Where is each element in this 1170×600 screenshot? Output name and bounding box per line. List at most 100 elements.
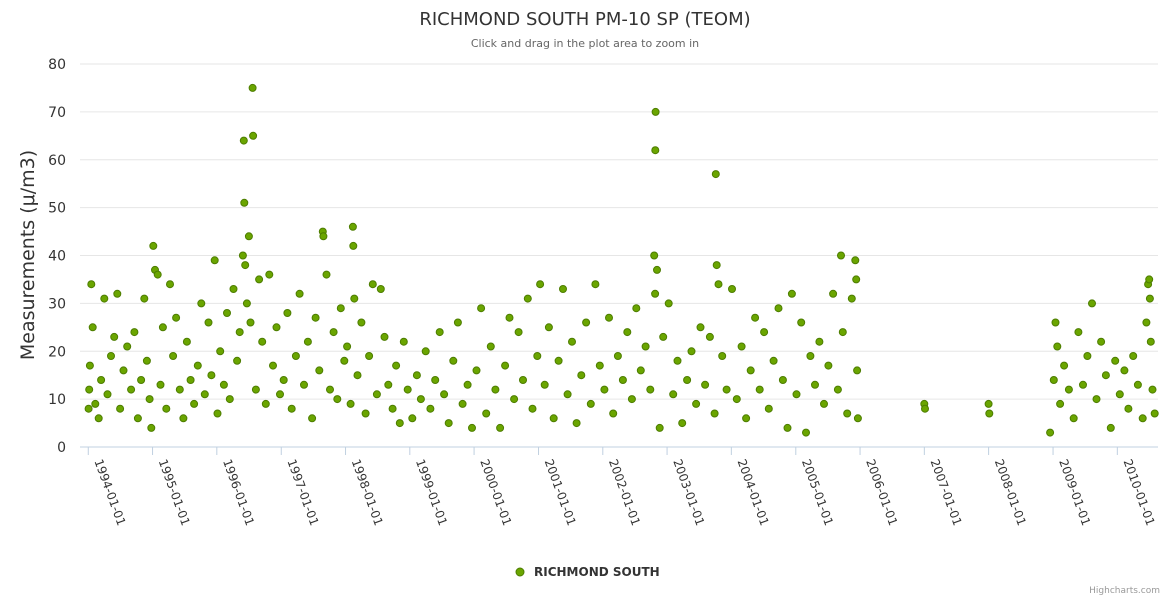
data-point[interactable] (193, 361, 202, 370)
data-point[interactable] (130, 328, 139, 337)
data-point[interactable] (395, 419, 404, 428)
data-point[interactable] (618, 376, 627, 384)
data-point[interactable] (255, 275, 264, 284)
data-point[interactable] (1106, 423, 1115, 432)
data-point[interactable] (357, 318, 366, 327)
data-point[interactable] (687, 347, 696, 356)
data-point[interactable] (113, 289, 122, 298)
data-point[interactable] (319, 232, 328, 241)
data-point[interactable] (554, 356, 563, 365)
data-point[interactable] (213, 409, 222, 418)
data-point[interactable] (778, 376, 787, 384)
data-point[interactable] (1124, 404, 1133, 413)
data-point[interactable] (1142, 318, 1151, 327)
data-point[interactable] (166, 280, 174, 289)
data-point[interactable] (696, 323, 705, 332)
data-point[interactable] (577, 371, 586, 380)
data-point[interactable] (774, 304, 783, 313)
data-point[interactable] (746, 366, 755, 375)
data-point[interactable] (1138, 414, 1147, 423)
data-point[interactable] (1079, 380, 1087, 389)
data-point[interactable] (528, 404, 537, 413)
data-point[interactable] (384, 380, 393, 389)
data-point[interactable] (820, 399, 828, 408)
data-point[interactable] (582, 318, 591, 327)
data-point[interactable] (100, 294, 109, 303)
data-point[interactable] (1056, 399, 1065, 408)
data-point[interactable] (186, 376, 195, 384)
data-point[interactable] (283, 309, 292, 317)
data-point[interactable] (851, 256, 860, 265)
data-point[interactable] (692, 399, 701, 408)
data-point[interactable] (683, 376, 692, 384)
data-point[interactable] (651, 289, 660, 298)
data-point[interactable] (435, 328, 444, 337)
data-point[interactable] (600, 385, 609, 394)
data-point[interactable] (523, 294, 532, 303)
data-point[interactable] (346, 399, 355, 408)
data-point[interactable] (453, 318, 462, 327)
data-point[interactable] (769, 356, 778, 365)
data-point[interactable] (216, 347, 225, 356)
data-point[interactable] (200, 390, 209, 399)
data-point[interactable] (1129, 352, 1138, 360)
data-point[interactable] (533, 352, 542, 360)
data-point[interactable] (169, 352, 178, 360)
data-point[interactable] (223, 309, 231, 317)
data-point[interactable] (921, 404, 929, 413)
data-point[interactable] (627, 395, 636, 404)
data-point[interactable] (133, 414, 142, 423)
data-point[interactable] (586, 399, 595, 408)
data-point[interactable] (207, 371, 216, 380)
data-point[interactable] (711, 170, 720, 179)
data-point[interactable] (1046, 428, 1055, 437)
data-point[interactable] (426, 404, 435, 413)
data-point[interactable] (650, 251, 659, 260)
data-point[interactable] (1051, 318, 1060, 327)
data-point[interactable] (403, 385, 412, 394)
data-point[interactable] (549, 414, 558, 423)
data-point[interactable] (421, 347, 430, 356)
data-point[interactable] (501, 361, 510, 370)
data-point[interactable] (468, 423, 476, 432)
data-point[interactable] (505, 313, 514, 322)
data-point[interactable] (350, 294, 359, 303)
data-point[interactable] (175, 385, 184, 394)
legend-item-richmond-south[interactable]: RICHMOND SOUTH (515, 565, 660, 579)
data-point[interactable] (718, 352, 727, 360)
data-point[interactable] (984, 399, 993, 408)
data-point[interactable] (142, 356, 151, 365)
data-point[interactable] (1148, 385, 1157, 394)
data-point[interactable] (1049, 376, 1058, 384)
data-point[interactable] (477, 304, 486, 313)
data-point[interactable] (491, 385, 500, 394)
data-point[interactable] (287, 404, 296, 413)
data-point[interactable] (272, 323, 281, 332)
data-point[interactable] (1145, 294, 1154, 303)
data-point[interactable] (140, 294, 149, 303)
data-point[interactable] (145, 395, 154, 404)
data-point[interactable] (300, 380, 308, 389)
data-point[interactable] (678, 419, 687, 428)
data-point[interactable] (540, 380, 549, 389)
data-point[interactable] (1120, 366, 1129, 375)
data-point[interactable] (85, 361, 94, 370)
data-point[interactable] (609, 409, 618, 418)
data-point[interactable] (486, 342, 495, 351)
data-point[interactable] (802, 428, 810, 437)
data-point[interactable] (412, 371, 421, 380)
data-point[interactable] (103, 390, 112, 399)
data-point[interactable] (651, 146, 660, 155)
data-point[interactable] (204, 318, 213, 327)
data-point[interactable] (710, 409, 719, 418)
data-point[interactable] (722, 385, 731, 394)
data-point[interactable] (655, 423, 664, 432)
data-point[interactable] (322, 270, 331, 279)
data-point[interactable] (107, 352, 115, 360)
data-point[interactable] (1150, 409, 1159, 418)
data-point[interactable] (815, 337, 824, 346)
data-point[interactable] (737, 342, 746, 351)
data-point[interactable] (85, 385, 94, 394)
data-point[interactable] (388, 404, 397, 413)
